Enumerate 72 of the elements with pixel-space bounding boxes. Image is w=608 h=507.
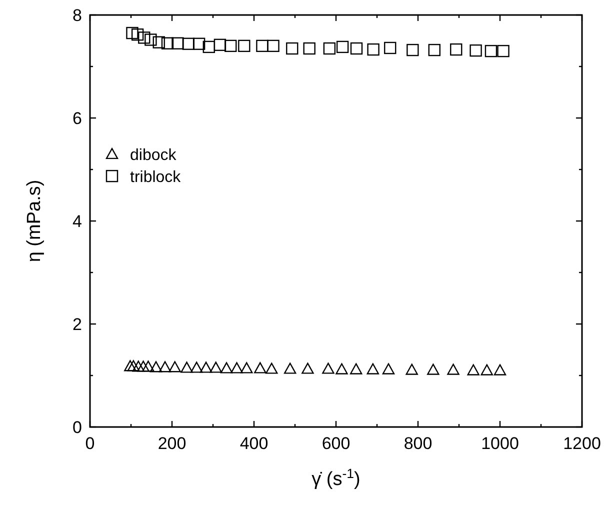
- x-tick-label: 1200: [563, 434, 601, 453]
- point: [131, 28, 144, 41]
- point: [256, 40, 268, 52]
- point: [137, 360, 150, 372]
- point: [124, 360, 136, 372]
- x-tick-label: 200: [158, 434, 186, 453]
- point: [336, 40, 349, 54]
- point: [467, 364, 480, 376]
- point: [382, 363, 395, 374]
- point: [303, 42, 316, 55]
- point: [127, 360, 140, 372]
- point: [267, 40, 280, 52]
- x-tick-label: 1000: [481, 434, 519, 453]
- y-tick-label: 6: [72, 109, 82, 128]
- point: [470, 44, 482, 57]
- point: [180, 362, 193, 373]
- point: [168, 361, 181, 372]
- x-tick-label: 800: [404, 434, 432, 453]
- y-axis-title: η (mPa.s): [24, 180, 45, 262]
- point: [367, 43, 380, 56]
- x-tick-label: 0: [85, 434, 95, 453]
- point: [384, 42, 396, 54]
- point: [302, 362, 314, 374]
- point: [286, 42, 298, 55]
- point: [322, 362, 334, 374]
- x-axis-title: γ̇ (s$^{-1}$): [312, 466, 360, 490]
- x-tick-label: 400: [240, 434, 268, 453]
- point: [238, 40, 250, 52]
- point: [202, 40, 215, 54]
- point: [144, 34, 157, 46]
- legend-label: triblock: [130, 169, 182, 186]
- point: [406, 364, 418, 375]
- point: [190, 362, 203, 373]
- point: [284, 362, 296, 374]
- point: [158, 361, 172, 372]
- point: [220, 362, 233, 374]
- point: [427, 364, 440, 375]
- point: [428, 44, 440, 56]
- point: [138, 32, 150, 44]
- y-tick-label: 0: [72, 418, 82, 437]
- point: [152, 36, 165, 48]
- point: [480, 364, 493, 376]
- point: [350, 363, 362, 374]
- point: [497, 44, 510, 58]
- point: [200, 362, 212, 373]
- point: [142, 360, 154, 372]
- y-tick-label: 4: [72, 212, 82, 231]
- point: [240, 362, 253, 374]
- point: [350, 42, 363, 55]
- point: [494, 364, 506, 376]
- point: [230, 362, 243, 374]
- legend-label: dibock: [130, 147, 178, 164]
- point: [254, 362, 266, 374]
- point: [406, 44, 419, 56]
- point: [214, 38, 226, 51]
- y-tick-label: 2: [72, 315, 82, 334]
- point: [447, 364, 460, 375]
- point: [484, 44, 498, 58]
- point: [132, 360, 144, 372]
- point: [192, 38, 206, 50]
- point: [266, 362, 278, 374]
- point: [210, 362, 222, 373]
- point: [161, 37, 174, 50]
- point: [450, 43, 462, 56]
- point: [336, 363, 348, 374]
- y-tick-label: 8: [72, 6, 82, 25]
- point: [126, 26, 138, 40]
- x-tick-label: 600: [322, 434, 350, 453]
- point: [224, 40, 237, 52]
- point: [150, 361, 162, 372]
- point: [366, 363, 379, 374]
- point: [323, 42, 336, 55]
